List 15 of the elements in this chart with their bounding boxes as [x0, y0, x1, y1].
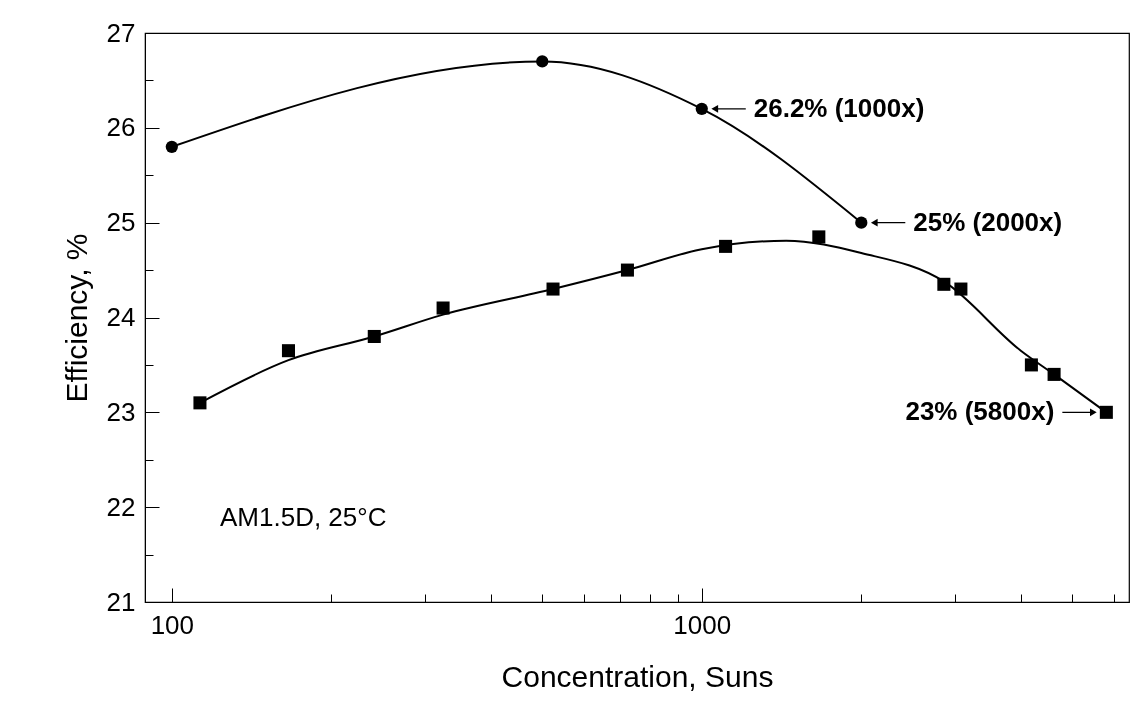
y-axis-title: Efficiency, %	[59, 233, 93, 403]
x-tick-label: 100	[150, 609, 195, 640]
x-axis-title: Concentration, Suns	[501, 659, 774, 693]
y-tick-label: 22	[106, 491, 136, 522]
y-tick-label: 27	[106, 17, 136, 48]
annotation: 25% (2000x)	[913, 206, 1063, 237]
annotation: AM1.5D, 25°C	[220, 502, 387, 532]
y-tick-label: 21	[106, 586, 136, 617]
y-tick-label: 23	[106, 396, 136, 427]
annotation: 26.2% (1000x)	[753, 92, 925, 123]
y-tick-label: 24	[106, 302, 136, 332]
annotation: 23% (5800x)	[905, 396, 1055, 427]
x-tick-label: 1000	[673, 609, 732, 640]
y-tick-label: 26	[106, 112, 136, 143]
y-tick-label: 25	[106, 207, 136, 238]
